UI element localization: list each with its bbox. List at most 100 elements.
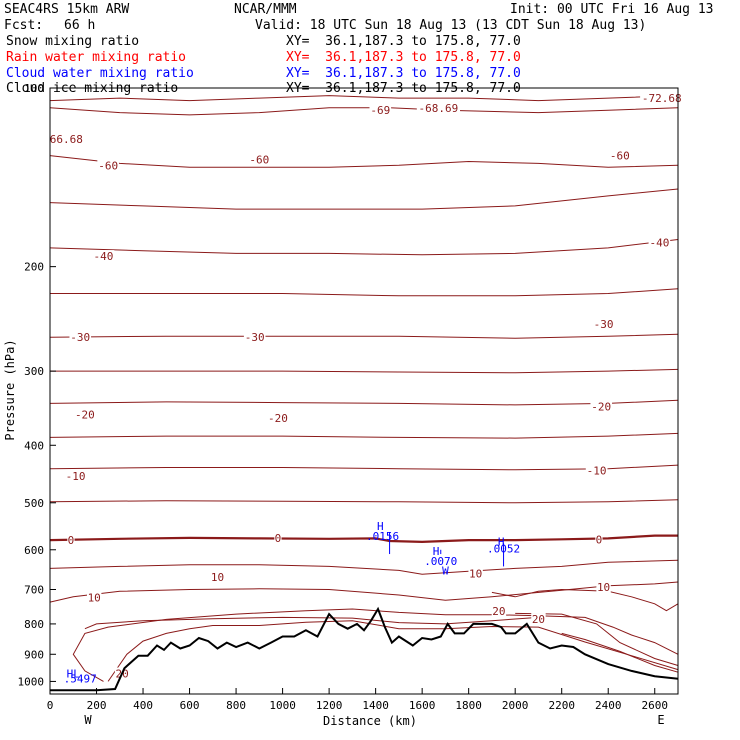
west-label: W: [84, 713, 92, 727]
isotherm-label: 20: [532, 613, 545, 626]
isotherm-label-bg: [585, 464, 608, 477]
x-tick-label: 2400: [595, 699, 622, 712]
x-axis: 0 200 400 600 800 1000 1200 1400 1600 1800 2000 220…: [47, 688, 668, 712]
isotherm-label-bg: [97, 159, 119, 172]
field-rain-xy: XY= 36.1,187.3 to 175.8, 77.0: [286, 50, 521, 65]
isotherm-label: -60: [98, 159, 118, 172]
isotherm-5: [50, 288, 679, 297]
x-axis-label: Distance (km): [323, 714, 417, 728]
isotherm-label-bg: [592, 318, 615, 331]
cloud-label: H: [498, 535, 505, 548]
isotherm-label: -30: [70, 331, 90, 344]
isotherm-label: 0: [68, 534, 75, 547]
isotherm-18: [515, 612, 679, 666]
cloud-label: H: [377, 520, 384, 533]
org-label: NCAR/MMM: [234, 2, 297, 17]
x-tick-label: 2600: [641, 699, 668, 712]
x-tick-label: 600: [180, 699, 200, 712]
isotherm-label: -20: [591, 400, 611, 413]
isotherm-label: 66.68: [50, 133, 83, 146]
field-snow: Snow mixing ratio: [6, 34, 140, 49]
cloud-label: H: [433, 545, 440, 558]
isotherm-2: [49, 155, 679, 168]
y-axis: 100 200 300 400 500 600 700 800 900 1000: [18, 82, 56, 688]
isotherm-label-bg: [609, 149, 631, 162]
isotherm-label: -20: [75, 409, 95, 422]
y-tick-label: 600: [24, 544, 44, 557]
isotherm-label: -40: [649, 236, 669, 249]
isotherm-label-bg: [74, 408, 96, 421]
field-rain: Rain water mixing ratio: [6, 50, 187, 65]
cloud-label: .5497: [64, 673, 97, 686]
x-tick-label: 0: [47, 699, 54, 712]
isotherm-6: [49, 333, 679, 339]
valid-time: Valid: 18 UTC Sun 18 Aug 13 (13 CDT Sun …: [255, 18, 647, 33]
isotherm-label: -30: [245, 331, 265, 344]
x-tick-label: 1400: [362, 699, 389, 712]
x-tick-label: 800: [226, 699, 246, 712]
isotherm-label-bg: [648, 236, 671, 249]
isotherm-label: 20: [492, 605, 505, 618]
cloud-label: W: [442, 564, 449, 577]
init-time: Init: 00 UTC Fri 16 Aug 13: [510, 2, 714, 17]
x-tick-label: 1000: [269, 699, 296, 712]
isotherm-label-bg: [86, 591, 102, 604]
isotherm-label: -30: [594, 318, 614, 331]
isotherm-label-bg: [248, 153, 271, 166]
isotherm-13: [49, 559, 679, 575]
cloud-label: .0070: [424, 555, 457, 568]
isotherm-10: [49, 464, 679, 471]
isotherm-0: [49, 95, 679, 102]
isotherm-15: [491, 588, 679, 612]
isotherm-label: -72.68: [642, 92, 682, 105]
isotherm-14: [49, 581, 679, 603]
isotherm-label-bg: [596, 580, 611, 593]
isotherm-20: [107, 620, 679, 682]
y-tick-label: 800: [24, 618, 44, 631]
isotherm-label: 10: [88, 591, 101, 604]
isotherm-label: 10: [597, 581, 610, 594]
forecast-hour: 66 h: [64, 18, 96, 33]
isotherm-label-bg: [468, 567, 483, 580]
isotherm-label: 0: [596, 533, 603, 546]
model-title: SEAC4RS 15km ARW: [4, 2, 130, 17]
x-tick-label: 2000: [502, 699, 529, 712]
cloud-label: HL: [67, 668, 81, 681]
x-tick-label: 1600: [409, 699, 436, 712]
isotherm-label-bg: [531, 613, 546, 626]
y-tick-label: 700: [24, 584, 44, 597]
isotherm-label-bg: [67, 534, 75, 547]
isotherm-label: 10: [211, 571, 224, 584]
isotherm-label: -60: [249, 154, 269, 167]
plot-frame: [49, 87, 679, 695]
field-cloud-water: Cloud water mixing ratio: [6, 66, 194, 81]
isotherm-label: -20: [268, 412, 288, 425]
isotherm-8: [49, 399, 679, 406]
cloud-label: .0156: [366, 530, 399, 543]
x-tick-label: 200: [87, 699, 107, 712]
isotherm-label-bg: [595, 533, 603, 546]
x-tick-label: 2200: [548, 699, 575, 712]
y-tick-label: 500: [24, 497, 44, 510]
isotherm-4: [49, 239, 679, 256]
top-xy: XY= 36.1,187.3 to 175.8, 77.0: [286, 34, 521, 49]
isotherm-label: -40: [94, 250, 114, 263]
y-tick-label: 1000: [18, 675, 45, 688]
isotherm-label-bg: [416, 101, 461, 114]
isotherm-3: [49, 188, 679, 210]
isotherm-label-bg: [590, 400, 613, 413]
isotherm-label-bg: [210, 571, 225, 584]
y-tick-label: 100: [24, 82, 44, 95]
isotherm-label-bg: [48, 133, 85, 146]
x-tick-label: 400: [133, 699, 153, 712]
isotherm-17: [72, 608, 679, 682]
isotherm-layer: -72.68 -69 -68.69 66.68 -60 -60 -60 -40 -40 -30 -3…: [48, 92, 684, 682]
y-tick-label: 300: [24, 365, 44, 378]
y-tick-label: 200: [24, 261, 44, 274]
isotherm-label: -68.69: [419, 102, 459, 115]
terrain-line: [50, 606, 679, 692]
isotherm-label: -69: [370, 104, 390, 117]
